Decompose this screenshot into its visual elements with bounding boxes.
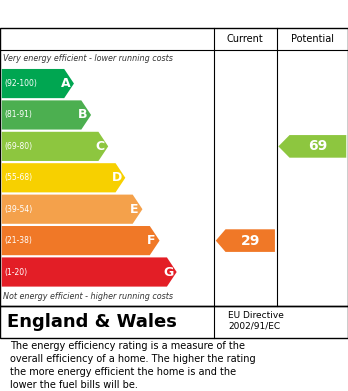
- Polygon shape: [2, 100, 91, 129]
- Text: C: C: [96, 140, 105, 153]
- Polygon shape: [2, 69, 74, 98]
- Polygon shape: [2, 132, 108, 161]
- Text: Potential: Potential: [291, 34, 334, 44]
- Text: B: B: [78, 108, 88, 122]
- Text: Energy Efficiency Rating: Energy Efficiency Rating: [50, 5, 298, 23]
- Text: (21-38): (21-38): [4, 236, 32, 245]
- Text: (81-91): (81-91): [4, 111, 32, 120]
- Text: Not energy efficient - higher running costs: Not energy efficient - higher running co…: [3, 292, 174, 301]
- Text: E: E: [130, 203, 139, 216]
- Polygon shape: [2, 163, 125, 192]
- Text: Current: Current: [227, 34, 264, 44]
- Polygon shape: [2, 195, 142, 224]
- Text: Very energy efficient - lower running costs: Very energy efficient - lower running co…: [3, 54, 173, 63]
- Text: England & Wales: England & Wales: [7, 313, 177, 331]
- Text: EU Directive
2002/91/EC: EU Directive 2002/91/EC: [228, 311, 284, 330]
- Text: The energy efficiency rating is a measure of the
overall efficiency of a home. T: The energy efficiency rating is a measur…: [10, 341, 256, 391]
- Text: (69-80): (69-80): [4, 142, 32, 151]
- Text: 29: 29: [240, 233, 260, 248]
- Polygon shape: [216, 229, 275, 252]
- Text: 69: 69: [308, 139, 327, 153]
- Text: G: G: [164, 265, 174, 278]
- Text: D: D: [112, 171, 122, 184]
- Text: (55-68): (55-68): [4, 173, 32, 182]
- Text: (1-20): (1-20): [4, 267, 27, 276]
- Text: A: A: [61, 77, 71, 90]
- Text: (39-54): (39-54): [4, 205, 32, 214]
- Polygon shape: [278, 135, 346, 158]
- Polygon shape: [2, 257, 177, 287]
- Polygon shape: [2, 226, 159, 255]
- Text: F: F: [147, 234, 156, 247]
- Text: (92-100): (92-100): [4, 79, 37, 88]
